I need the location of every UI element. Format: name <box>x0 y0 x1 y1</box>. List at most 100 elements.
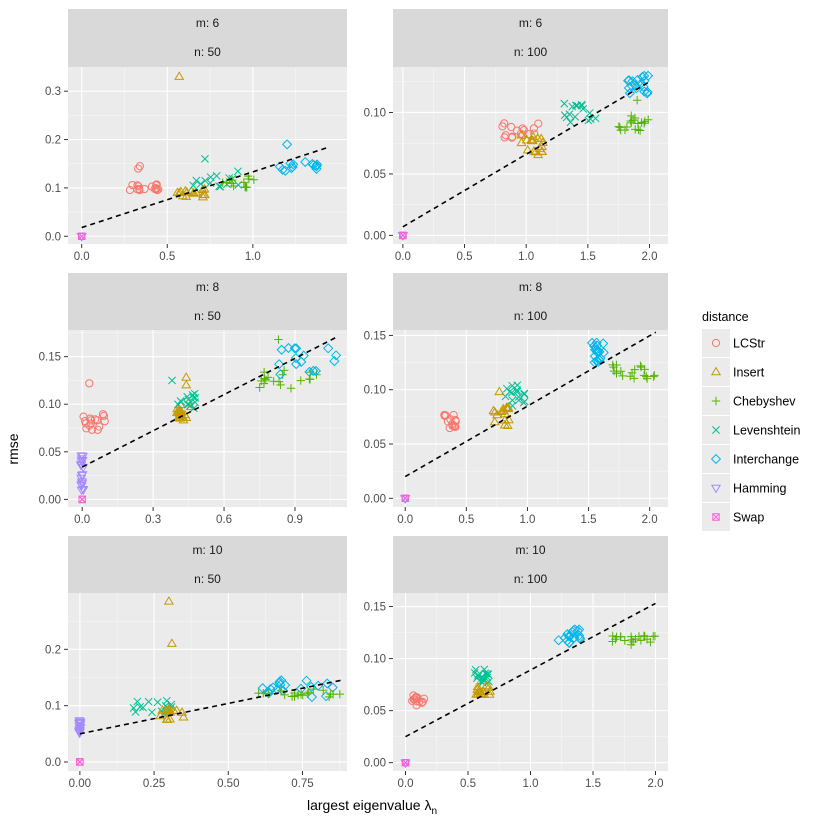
y-tick-label: 0.0 <box>45 231 61 243</box>
y-tick-label: 0.00 <box>39 494 61 506</box>
y-tick-label: 0.3 <box>45 86 61 98</box>
chebyshev-point <box>286 384 296 393</box>
facet-strip <box>393 536 668 593</box>
interchange-point <box>588 340 600 352</box>
lcstr-point <box>140 184 149 194</box>
x-tick-label: 1.0 <box>519 514 535 526</box>
lcstr-point <box>507 122 516 132</box>
legend-label: Chebyshev <box>733 395 796 409</box>
chebyshev-point <box>636 636 646 645</box>
legend-label: Insert <box>733 366 765 380</box>
lcstr-point <box>87 425 97 434</box>
interchange-point <box>276 675 287 686</box>
chebyshev-point <box>650 371 659 380</box>
y-tick-label: 0.1 <box>45 701 61 713</box>
interchange-point <box>586 337 598 348</box>
insert-point <box>175 186 186 195</box>
x-tick-label: 0.75 <box>291 778 313 790</box>
y-tick-label: 0.15 <box>364 602 386 614</box>
interchange-point <box>559 632 570 644</box>
levenshtein-point <box>168 376 176 385</box>
insert-point <box>516 129 527 139</box>
panel-6: m: 10 n: 100 0.0 0.5 1.0 1.5 2.0 0.00 0.05 0.10 0.… <box>364 536 668 790</box>
chebyshev-point <box>632 95 642 105</box>
strip-label-n: n: 100 <box>514 572 548 586</box>
x-tick-label: 1.0 <box>523 778 539 790</box>
points <box>400 624 660 769</box>
chebyshev-point <box>625 372 635 381</box>
y-tick-label: 0.05 <box>364 439 386 451</box>
chebyshev-point <box>642 372 651 381</box>
x-tick-label: 0.9 <box>287 514 303 526</box>
legend-key-lcstr <box>711 338 721 348</box>
insert-point <box>528 145 540 155</box>
x-tick-label: 0.0 <box>395 251 411 263</box>
chebyshev-point <box>616 367 626 376</box>
swap-point <box>399 231 407 240</box>
levenshtein-point <box>189 404 198 413</box>
levenshtein-point <box>513 387 521 396</box>
insert-point <box>484 686 495 695</box>
legend: distance LCStr Insert Chebyshev Levenshtein… <box>702 310 800 531</box>
panel-4: m: 8 n: 100 0.0 0.5 1.0 1.5 2.0 0.00 0.05 0.10 0.1… <box>364 273 668 526</box>
levenshtein-point <box>192 176 201 185</box>
levenshtein-point <box>196 179 205 188</box>
fit-line <box>402 81 650 228</box>
legend-key-background <box>702 329 730 357</box>
levenshtein-point <box>215 182 224 191</box>
interchange-point <box>330 350 342 361</box>
legend-key-hamming <box>710 484 722 494</box>
interchange-point <box>594 354 605 365</box>
panels-group: m: 6 n: 50 0.0 0.5 1.0 0.0 0.1 0.2 0.3 m: 6 n: 100… <box>39 9 668 790</box>
lcstr-point <box>512 126 522 135</box>
interchange-point <box>574 624 585 635</box>
levenshtein-point <box>233 167 242 176</box>
insert-point <box>163 703 175 713</box>
legend-key-background <box>702 445 730 473</box>
chebyshev-point <box>639 119 649 128</box>
insert-point <box>171 407 183 416</box>
fit-line <box>81 146 331 229</box>
interchange-point <box>624 88 636 99</box>
x-tick-label: 2.0 <box>642 514 658 526</box>
chebyshev-point <box>326 689 335 699</box>
chebyshev-point <box>293 690 303 700</box>
chebyshev-point <box>615 123 625 132</box>
panel-5: m: 10 n: 50 0.00 0.25 0.50 0.75 0.0 0.1 0.2 <box>45 536 347 790</box>
lcstr-point <box>412 697 421 706</box>
insert-point <box>175 413 186 422</box>
levenshtein-point <box>481 669 490 678</box>
insert-point <box>176 707 188 716</box>
interchange-point <box>637 71 648 83</box>
interchange-point <box>623 82 634 94</box>
interchange-point <box>288 159 299 170</box>
chebyshev-point <box>249 175 259 184</box>
legend-entry-hamming: Hamming <box>702 474 787 502</box>
legend-entry-swap: Swap <box>702 503 764 531</box>
insert-point <box>197 184 208 194</box>
strip-label-m: m: 8 <box>519 280 543 294</box>
insert-point <box>176 406 187 415</box>
y-axis-label: rmse <box>5 433 21 464</box>
interchange-point <box>591 344 602 355</box>
x-tick-label: 1.5 <box>580 251 596 263</box>
levenshtein-point <box>471 665 480 674</box>
levenshtein-point <box>139 703 147 712</box>
insert-point <box>174 408 185 417</box>
levenshtein-point <box>174 400 182 409</box>
insert-point <box>537 137 548 146</box>
chebyshev-point <box>628 115 638 125</box>
chebyshev-point <box>259 688 268 698</box>
x-tick-label: 0.5 <box>457 251 473 263</box>
insert-point <box>536 146 548 155</box>
strip-label-n: n: 50 <box>194 309 221 323</box>
interchange-point <box>627 76 638 87</box>
y-tick-label: 0.00 <box>364 493 386 505</box>
levenshtein-point <box>176 397 185 406</box>
interchange-point <box>591 340 603 351</box>
hamming-point <box>76 482 87 491</box>
x-tick-label: 2.0 <box>648 778 664 790</box>
y-tick-label: 0.10 <box>364 654 386 666</box>
insert-point <box>185 401 196 411</box>
legend-label: Interchange <box>733 453 799 467</box>
